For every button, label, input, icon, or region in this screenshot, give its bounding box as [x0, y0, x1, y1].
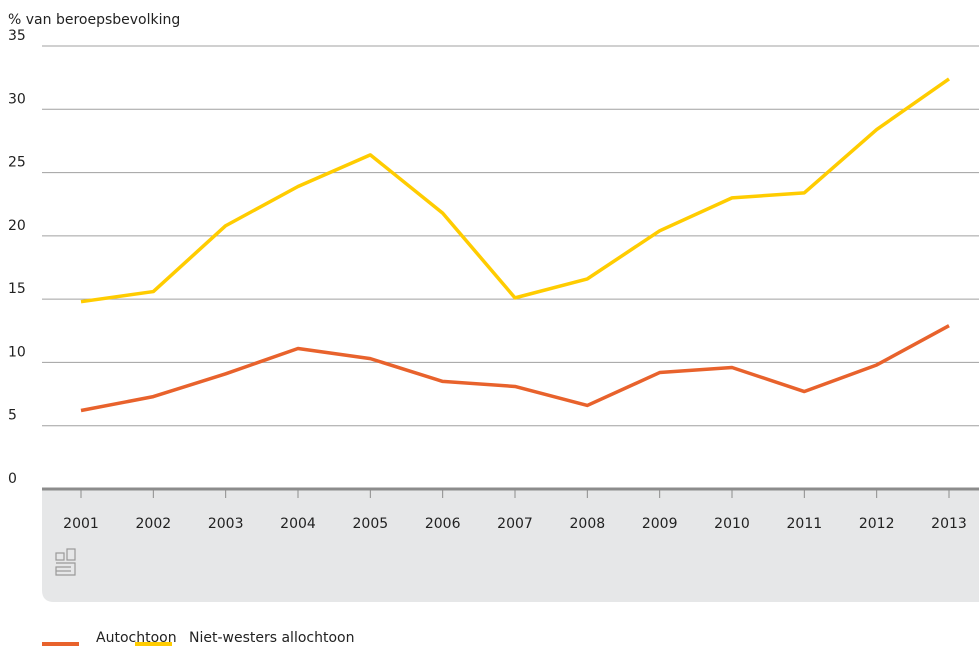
y-tick-label: 25	[8, 155, 26, 171]
y-tick-label: 15	[8, 281, 26, 297]
y-tick-label: 30	[8, 91, 26, 107]
x-tick-label: 2001	[63, 516, 99, 532]
x-tick-label: 2005	[353, 516, 389, 532]
x-tick-label: 2007	[497, 516, 533, 532]
cbs-logo	[55, 548, 76, 576]
y-tick-label: 5	[8, 408, 17, 424]
x-tick-label: 2013	[931, 516, 967, 532]
x-tick-label: 2008	[570, 516, 606, 532]
x-tick-label: 2003	[208, 516, 244, 532]
y-tick-label: 10	[8, 344, 26, 360]
y-tick-label: 0	[8, 471, 17, 487]
x-tick-label: 2002	[136, 516, 172, 532]
x-tick-label: 2010	[714, 516, 750, 532]
x-tick-label: 2012	[859, 516, 895, 532]
y-axis-label: % van beroepsbevolking	[8, 12, 180, 28]
x-tick-label: 2004	[280, 516, 316, 532]
legend-label: Niet-westers allochtoon	[189, 630, 354, 646]
x-tick-label: 2011	[787, 516, 823, 532]
line-series	[80, 324, 950, 413]
y-tick-label: 35	[8, 28, 26, 44]
line-series	[80, 77, 951, 304]
x-tick-label: 2009	[642, 516, 678, 532]
axis-panel	[42, 489, 979, 602]
y-tick-label: 20	[8, 218, 26, 234]
x-tick-label: 2006	[425, 516, 461, 532]
